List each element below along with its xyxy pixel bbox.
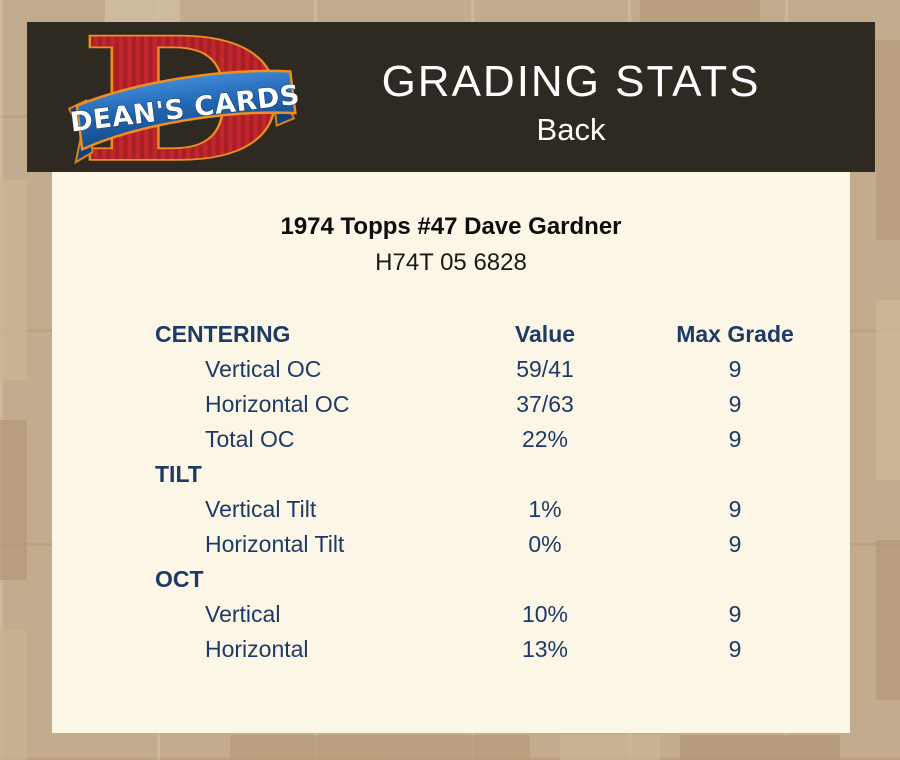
row-value: 59/41 bbox=[516, 356, 574, 382]
table-row: Vertical OC 59/41 9 bbox=[155, 352, 835, 387]
table-section-row: OCT bbox=[155, 562, 835, 597]
background-card bbox=[876, 540, 900, 700]
row-label: Total OC bbox=[205, 426, 295, 452]
background-card bbox=[0, 630, 27, 760]
card-serial: H74T 05 6828 bbox=[375, 249, 527, 276]
table-row: Horizontal 13% 9 bbox=[155, 632, 835, 667]
row-label: Vertical Tilt bbox=[205, 496, 317, 522]
row-label: Horizontal Tilt bbox=[205, 531, 345, 557]
table-row: Total OC 22% 9 bbox=[155, 422, 835, 457]
grading-table: CENTERING Value Max Grade Vertical OC 59… bbox=[155, 317, 835, 667]
table-row: Horizontal Tilt 0% 9 bbox=[155, 527, 835, 562]
background-card bbox=[680, 735, 840, 760]
section-label: OCT bbox=[155, 566, 204, 592]
row-value bbox=[455, 562, 635, 597]
row-value: 37/63 bbox=[516, 391, 574, 417]
row-value: 22% bbox=[521, 426, 569, 452]
row-value: 10% bbox=[521, 601, 569, 627]
row-max-grade bbox=[635, 457, 835, 492]
page-title: GRADING STATS bbox=[381, 57, 761, 106]
row-value: 1% bbox=[528, 496, 562, 522]
column-header-max-grade: Max Grade bbox=[676, 321, 794, 347]
table-row: Vertical 10% 9 bbox=[155, 597, 835, 632]
table-row: Horizontal OC 37/63 9 bbox=[155, 387, 835, 422]
background-card bbox=[0, 180, 27, 380]
background-card bbox=[640, 0, 760, 22]
row-value: 0% bbox=[528, 531, 562, 557]
background-card bbox=[876, 300, 900, 480]
table-section-row: TILT bbox=[155, 457, 835, 492]
table-header-row: CENTERING Value Max Grade bbox=[155, 317, 835, 352]
row-max-grade: 9 bbox=[728, 356, 742, 382]
row-label: Vertical OC bbox=[205, 356, 322, 382]
card-title: 1974 Topps #47 Dave Gardner bbox=[280, 213, 622, 240]
header-titles: GRADING STATS Back bbox=[307, 58, 835, 149]
header-bar: D DEAN'S CARDS GRADING STATS Back bbox=[27, 0, 875, 201]
column-header-value: Value bbox=[514, 321, 576, 347]
background-card bbox=[876, 40, 900, 240]
background-card bbox=[230, 735, 530, 760]
background-card bbox=[105, 0, 180, 22]
row-max-grade: 9 bbox=[728, 426, 742, 452]
row-label: Horizontal bbox=[205, 636, 309, 662]
deans-cards-logo[interactable]: D DEAN'S CARDS bbox=[57, 0, 307, 201]
section-label: TILT bbox=[155, 461, 202, 487]
table-row: Vertical Tilt 1% 9 bbox=[155, 492, 835, 527]
background-card bbox=[560, 735, 660, 760]
background-card bbox=[0, 420, 27, 580]
page-subtitle: Back bbox=[536, 112, 606, 147]
row-max-grade: 9 bbox=[728, 391, 742, 417]
row-label: Horizontal OC bbox=[205, 391, 350, 417]
content-panel: 1974 Topps #47 Dave Gardner H74T 05 6828… bbox=[52, 172, 850, 733]
row-value bbox=[455, 457, 635, 492]
row-max-grade: 9 bbox=[728, 636, 742, 662]
row-max-grade bbox=[635, 562, 835, 597]
row-max-grade: 9 bbox=[728, 531, 742, 557]
row-max-grade: 9 bbox=[728, 496, 742, 522]
row-value: 13% bbox=[521, 636, 569, 662]
row-label: Vertical bbox=[205, 601, 281, 627]
column-header-centering: CENTERING bbox=[155, 321, 291, 347]
row-max-grade: 9 bbox=[728, 601, 742, 627]
